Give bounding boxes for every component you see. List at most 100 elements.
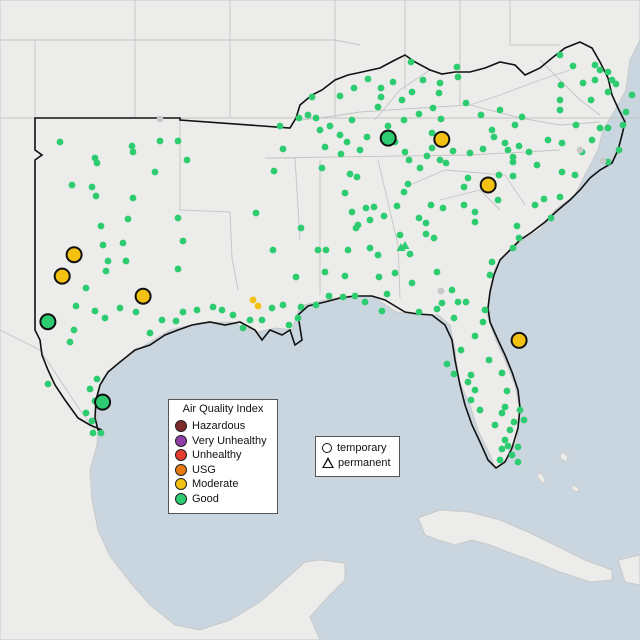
permanent-monitor-good[interactable] — [588, 136, 596, 144]
permanent-monitor-good[interactable] — [384, 122, 392, 130]
permanent-monitor-good[interactable] — [422, 230, 430, 238]
permanent-monitor-good[interactable] — [297, 303, 305, 311]
permanent-monitor-good[interactable] — [509, 158, 517, 166]
permanent-monitor-good[interactable] — [383, 290, 391, 298]
permanent-monitor-good[interactable] — [99, 241, 107, 249]
permanent-monitor-good[interactable] — [129, 148, 137, 156]
permanent-monitor-good[interactable] — [429, 104, 437, 112]
permanent-monitor-good[interactable] — [572, 121, 580, 129]
permanent-monitor-good[interactable] — [44, 380, 52, 388]
permanent-monitor-good[interactable] — [270, 167, 278, 175]
permanent-monitor-good[interactable] — [82, 409, 90, 417]
permanent-monitor-good[interactable] — [285, 321, 293, 329]
permanent-monitor-good[interactable] — [279, 145, 287, 153]
permanent-monitor-good[interactable] — [408, 279, 416, 287]
permanent-monitor-good[interactable] — [510, 418, 518, 426]
permanent-monitor-good[interactable] — [579, 79, 587, 87]
permanent-monitor-good[interactable] — [91, 307, 99, 315]
permanent-monitor-good[interactable] — [460, 183, 468, 191]
permanent-monitor-good[interactable] — [509, 153, 517, 161]
permanent-monitor-good[interactable] — [218, 306, 226, 314]
permanent-monitor-good[interactable] — [374, 251, 382, 259]
permanent-monitor-good[interactable] — [350, 84, 358, 92]
permanent-monitor-good[interactable] — [525, 148, 533, 156]
permanent-monitor-good[interactable] — [558, 168, 566, 176]
permanent-monitor-good[interactable] — [615, 146, 623, 154]
permanent-monitor-good[interactable] — [295, 114, 303, 122]
permanent-monitor-good[interactable] — [462, 99, 470, 107]
permanent-monitor-good[interactable] — [435, 89, 443, 97]
permanent-monitor-good[interactable] — [501, 139, 509, 147]
permanent-monitor-good[interactable] — [401, 148, 409, 156]
permanent-monitor-good[interactable] — [336, 92, 344, 100]
permanent-monitor-good[interactable] — [308, 93, 316, 101]
permanent-monitor-good[interactable] — [318, 164, 326, 172]
permanent-monitor-good[interactable] — [556, 193, 564, 201]
permanent-monitor-good[interactable] — [370, 203, 378, 211]
permanent-monitor-good[interactable] — [404, 180, 412, 188]
permanent-monitor-good[interactable] — [430, 234, 438, 242]
permanent-monitor-good[interactable] — [427, 201, 435, 209]
permanent-monitor-good[interactable] — [467, 396, 475, 404]
permanent-monitor-good[interactable] — [464, 174, 472, 182]
permanent-monitor-good[interactable] — [361, 298, 369, 306]
permanent-monitor-good[interactable] — [122, 257, 130, 265]
permanent-monitor-good[interactable] — [604, 88, 612, 96]
permanent-monitor-good[interactable] — [415, 308, 423, 316]
permanent-monitor-good[interactable] — [547, 214, 555, 222]
permanent-monitor-good[interactable] — [406, 250, 414, 258]
permanent-monitor-no-data[interactable] — [576, 146, 584, 154]
permanent-monitor-good[interactable] — [68, 181, 76, 189]
permanent-monitor-good[interactable] — [591, 76, 599, 84]
permanent-monitor-good[interactable] — [416, 164, 424, 172]
permanent-monitor-good[interactable] — [423, 152, 431, 160]
permanent-monitor-good[interactable] — [450, 370, 458, 378]
permanent-monitor-good[interactable] — [92, 192, 100, 200]
permanent-monitor-good[interactable] — [485, 356, 493, 364]
permanent-monitor-good[interactable] — [312, 114, 320, 122]
permanent-monitor-good[interactable] — [516, 406, 524, 414]
permanent-monitor-good[interactable] — [476, 406, 484, 414]
permanent-monitor-good[interactable] — [437, 115, 445, 123]
permanent-monitor-good[interactable] — [467, 371, 475, 379]
temporary-monitor-moderate[interactable] — [510, 331, 528, 349]
permanent-monitor-good[interactable] — [433, 305, 441, 313]
permanent-monitor-good[interactable] — [496, 456, 504, 464]
permanent-monitor-good[interactable] — [422, 219, 430, 227]
permanent-monitor-good[interactable] — [398, 96, 406, 104]
permanent-monitor-good[interactable] — [509, 244, 517, 252]
permanent-monitor-good[interactable] — [501, 436, 509, 444]
permanent-monitor-good[interactable] — [604, 124, 612, 132]
permanent-monitor-good[interactable] — [364, 75, 372, 83]
permanent-monitor-good[interactable] — [407, 58, 415, 66]
permanent-monitor-good[interactable] — [460, 201, 468, 209]
permanent-monitor-good[interactable] — [378, 307, 386, 315]
permanent-monitor-good[interactable] — [612, 80, 620, 88]
permanent-monitor-good[interactable] — [450, 314, 458, 322]
permanent-monitor-good[interactable] — [491, 421, 499, 429]
permanent-monitor-good[interactable] — [488, 258, 496, 266]
permanent-monitor-good[interactable] — [93, 159, 101, 167]
permanent-monitor-good[interactable] — [433, 268, 441, 276]
permanent-monitor-good[interactable] — [104, 257, 112, 265]
permanent-monitor-good[interactable] — [454, 298, 462, 306]
permanent-monitor-good[interactable] — [132, 308, 140, 316]
permanent-monitor-good[interactable] — [269, 246, 277, 254]
permanent-monitor-good[interactable] — [151, 168, 159, 176]
permanent-monitor-good[interactable] — [443, 360, 451, 368]
permanent-monitor-good[interactable] — [129, 194, 137, 202]
permanent-monitor-good[interactable] — [321, 143, 329, 151]
permanent-monitor-good[interactable] — [124, 215, 132, 223]
permanent-monitor-good[interactable] — [514, 443, 522, 451]
permanent-monitor-good[interactable] — [348, 116, 356, 124]
permanent-monitor-good[interactable] — [341, 272, 349, 280]
permanent-monitor-good[interactable] — [436, 156, 444, 164]
permanent-monitor-good[interactable] — [362, 204, 370, 212]
permanent-monitor-no-data[interactable] — [156, 115, 164, 123]
permanent-monitor-good[interactable] — [322, 246, 330, 254]
permanent-monitor-good[interactable] — [428, 144, 436, 152]
permanent-monitor-good[interactable] — [375, 273, 383, 281]
permanent-monitor-good[interactable] — [471, 218, 479, 226]
permanent-monitor-good[interactable] — [239, 324, 247, 332]
permanent-monitor-good[interactable] — [391, 269, 399, 277]
